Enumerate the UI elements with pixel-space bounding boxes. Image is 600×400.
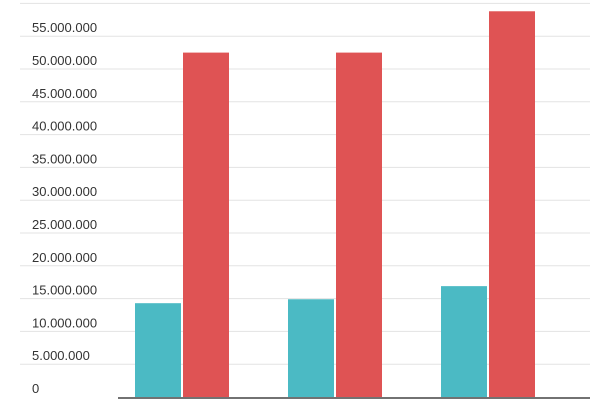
y-tick-label: 35.000.000 xyxy=(32,151,97,166)
y-tick-label: 40.000.000 xyxy=(32,119,97,134)
y-tick-label: 30.000.000 xyxy=(32,184,97,199)
bar-series1-group1 xyxy=(135,303,181,397)
y-axis-tick-labels: 0 5.000.000 10.000.000 15.000.000 20.000.000… xyxy=(32,0,97,396)
y-tick-label: 25.000.000 xyxy=(32,217,97,232)
bar-series2-group3 xyxy=(489,11,535,397)
y-tick-label: 10.000.000 xyxy=(32,315,97,330)
y-tick-label: 0 xyxy=(32,381,39,396)
y-tick-label: 45.000.000 xyxy=(32,86,97,101)
y-tick-label: 15.000.000 xyxy=(32,283,97,298)
bar-series xyxy=(135,11,535,397)
y-tick-label: 50.000.000 xyxy=(32,53,97,68)
bar-series1-group2 xyxy=(288,299,334,397)
y-tick-label: 60.000.000 xyxy=(32,0,97,2)
y-tick-label: 55.000.000 xyxy=(32,20,97,35)
y-tick-label: 20.000.000 xyxy=(32,250,97,265)
bar-series2-group1 xyxy=(183,52,229,397)
bar-series1-group3 xyxy=(441,286,487,397)
bar-series2-group2 xyxy=(336,52,382,397)
y-tick-label: 5.000.000 xyxy=(32,348,90,363)
